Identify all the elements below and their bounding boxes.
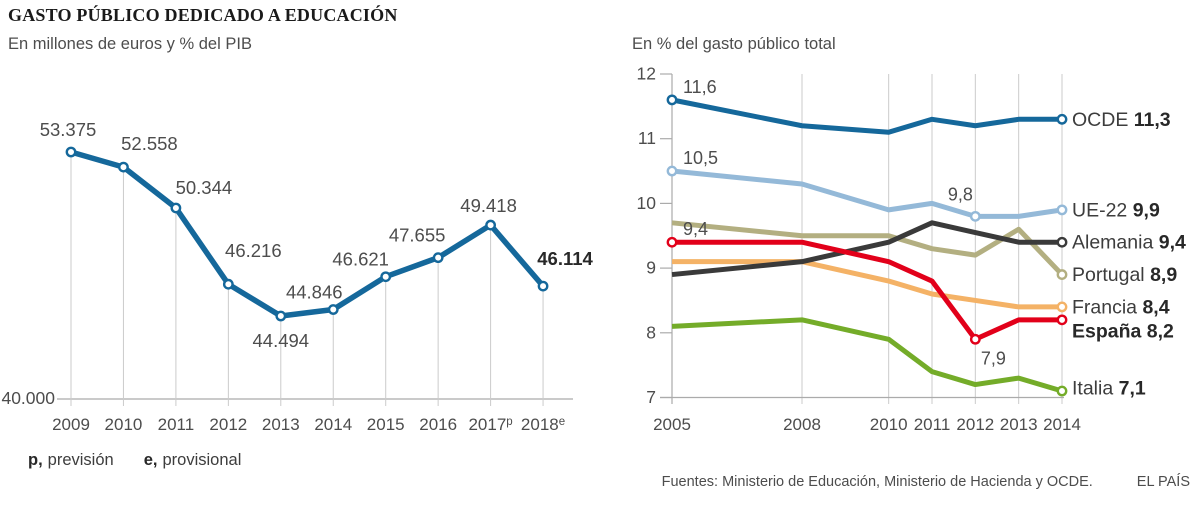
spending-line-chart: 40.000 2009 2010 2011 2012 2013 2014 2015 2016 20… bbox=[1, 119, 593, 434]
x-tick-label: 2018e bbox=[521, 415, 565, 434]
y-tick-label: 9 bbox=[646, 258, 656, 278]
x-tick-label: 2005 bbox=[653, 415, 691, 434]
data-point-marker-UE-22 bbox=[666, 165, 678, 177]
annotation-label: 10,5 bbox=[683, 148, 718, 168]
data-point-marker bbox=[327, 304, 339, 315]
y-tick-label: 7 bbox=[646, 387, 656, 407]
x-tick-label: 2012 bbox=[209, 415, 247, 434]
sources-text: Fuentes: Ministerio de Educación, Minist… bbox=[661, 474, 1093, 490]
data-line-España bbox=[672, 239, 1062, 342]
series-label-OCDE: OCDE 11,3 bbox=[1072, 109, 1171, 131]
x-tick-label: 2013 bbox=[262, 415, 300, 434]
x-tick-label: 2012 bbox=[956, 415, 994, 434]
value-label: 49.418 bbox=[460, 195, 517, 216]
data-point-marker bbox=[432, 252, 444, 264]
series-label-UE-22: UE-22 9,9 bbox=[1072, 199, 1160, 221]
value-label: 47.655 bbox=[389, 225, 446, 246]
x-tick-label: 2011 bbox=[914, 415, 951, 434]
data-point-marker-España bbox=[1056, 314, 1068, 326]
x-tick-label: 2014 bbox=[314, 415, 352, 434]
value-label: 53.375 bbox=[40, 119, 97, 140]
data-point-marker-Italia bbox=[1056, 385, 1068, 397]
data-line-Portugal bbox=[671, 220, 1064, 277]
annotation-label: 9,4 bbox=[683, 219, 708, 239]
value-label: 46.621 bbox=[332, 249, 389, 270]
data-point-marker bbox=[65, 146, 77, 158]
percentage-line-chart: 12 11 10 9 8 7 2005 2008 2010 2011 2012 2013 2014 11,… bbox=[637, 64, 1186, 435]
data-point-marker bbox=[380, 271, 392, 283]
series-label-Francia: Francia 8,4 bbox=[1072, 296, 1170, 318]
data-point-marker-Francia bbox=[1056, 301, 1068, 313]
data-line-Alemania bbox=[671, 220, 1062, 278]
data-line-OCDE bbox=[671, 97, 1062, 135]
series-label-Italia: Italia 7,1 bbox=[1072, 378, 1146, 400]
x-tick-label: 2010 bbox=[870, 415, 908, 434]
annotation-label: 9,8 bbox=[948, 184, 973, 204]
footnote-abbr-p: p, bbox=[28, 451, 43, 469]
brand-logo: EL PAÍS bbox=[1136, 474, 1190, 490]
footnote-label-p: previsión bbox=[47, 451, 114, 469]
value-label: 52.558 bbox=[121, 133, 178, 154]
value-label: 44.494 bbox=[253, 330, 310, 351]
spending-line bbox=[70, 149, 546, 319]
data-point-marker bbox=[118, 161, 129, 173]
left-chart-subtitle: En millones de euros y % del PIB bbox=[8, 35, 252, 53]
x-tick-label: 2017p bbox=[468, 415, 512, 434]
series-label-España: España 8,2 bbox=[1072, 320, 1174, 342]
footnote-label-e: provisional bbox=[162, 451, 242, 469]
x-tick-label: 2016 bbox=[419, 415, 457, 434]
data-line-UE-22 bbox=[671, 168, 1063, 219]
y-axis-baseline-label: 40.000 bbox=[1, 388, 55, 408]
x-tick-label: 2009 bbox=[52, 415, 90, 434]
x-tick-label: 2013 bbox=[1000, 415, 1038, 434]
series-label-Alemania: Alemania 9,4 bbox=[1072, 232, 1186, 254]
x-tick-label: 2015 bbox=[367, 415, 405, 434]
y-tick-label: 12 bbox=[637, 64, 656, 84]
right-chart-subtitle: En % del gasto público total bbox=[632, 35, 836, 53]
y-tick-label: 8 bbox=[646, 322, 656, 342]
data-point-marker-UE-22 bbox=[969, 210, 981, 222]
annotation-label: 7,9 bbox=[981, 348, 1006, 368]
page-title: GASTO PÚBLICO DEDICADO A EDUCACIÓN bbox=[8, 5, 398, 25]
data-point-marker bbox=[222, 278, 234, 290]
series-label-Portugal: Portugal 8,9 bbox=[1072, 264, 1177, 286]
y-tick-label: 10 bbox=[637, 193, 657, 213]
x-tick-label: 2010 bbox=[105, 415, 143, 434]
x-tick-label: 2008 bbox=[783, 415, 821, 434]
data-point-marker-OCDE bbox=[666, 94, 678, 106]
data-line-Italia bbox=[671, 317, 1063, 394]
x-tick-label: 2011 bbox=[158, 415, 195, 434]
data-point-marker-OCDE bbox=[1056, 113, 1068, 125]
data-point-marker-España bbox=[666, 236, 678, 248]
value-label: 46.216 bbox=[225, 240, 282, 261]
data-point-marker bbox=[170, 202, 182, 214]
data-point-marker-UE-22 bbox=[1056, 204, 1068, 216]
footer: Fuentes: Ministerio de Educación, Minist… bbox=[662, 474, 1190, 490]
data-point-marker bbox=[537, 280, 549, 292]
annotation-label: 11,6 bbox=[683, 77, 717, 97]
data-point-marker-Portugal bbox=[1056, 269, 1068, 280]
value-label: 46.114 bbox=[537, 248, 593, 269]
data-point-marker-España bbox=[969, 333, 981, 345]
value-label: 50.344 bbox=[176, 177, 233, 198]
data-point-marker bbox=[275, 310, 287, 322]
value-label: 44.846 bbox=[286, 282, 343, 303]
footnote: p, previsión e, provisional bbox=[28, 451, 241, 470]
data-point-marker-Alemania bbox=[1056, 236, 1068, 248]
y-tick-label: 11 bbox=[638, 128, 656, 148]
x-tick-label: 2014 bbox=[1043, 415, 1081, 434]
data-point-marker bbox=[485, 219, 496, 231]
footnote-abbr-e: e, bbox=[143, 451, 158, 469]
